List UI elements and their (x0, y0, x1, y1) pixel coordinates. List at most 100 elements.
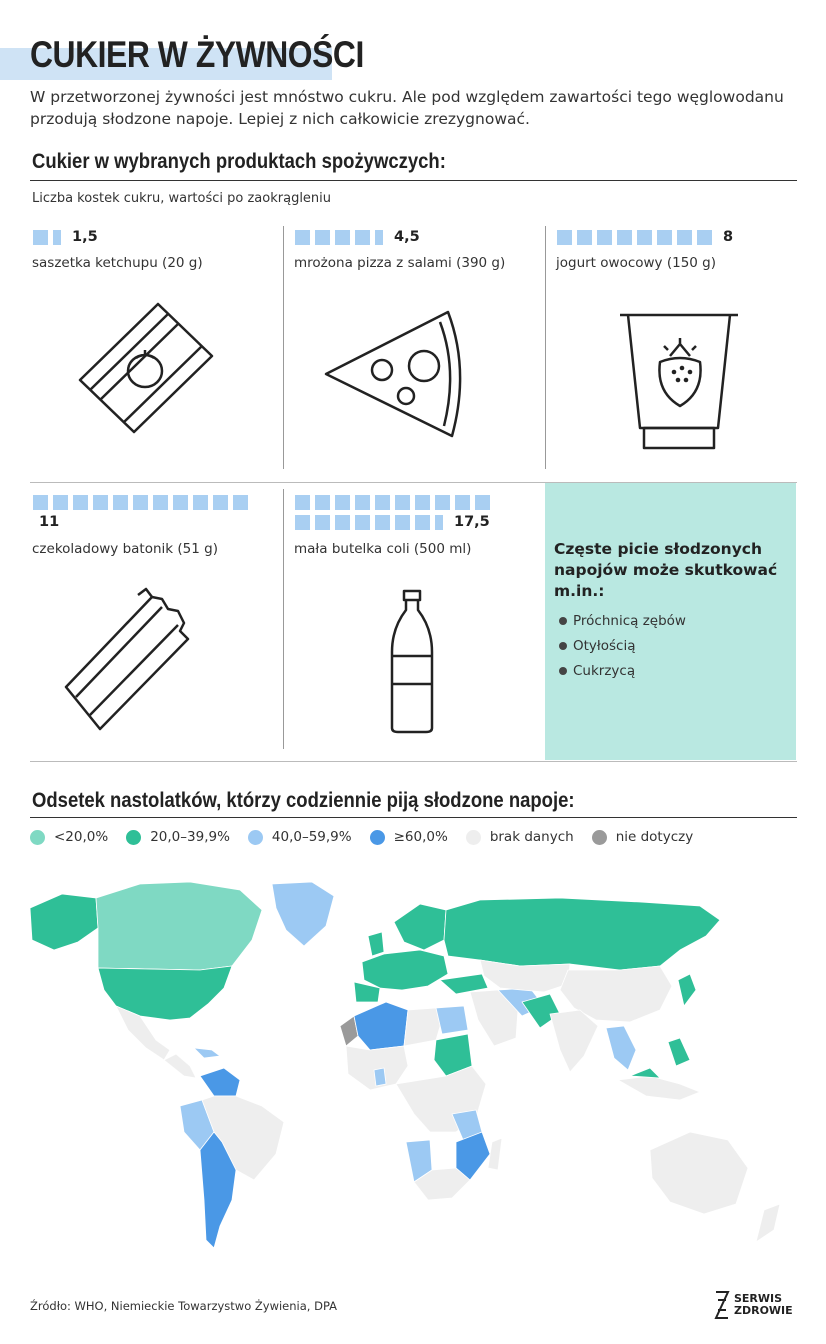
region-new-zealand (755, 1203, 781, 1243)
region-india (549, 1009, 599, 1073)
legend-swatch (126, 829, 142, 845)
products-section-title: Cukier w wybranych produktach spożywczyc… (32, 150, 446, 173)
region-philippines (667, 1037, 691, 1067)
sugar-cube-icon (395, 495, 410, 510)
sugar-cube-icon (315, 495, 330, 510)
region-central-america (163, 1053, 197, 1079)
sugar-cubes-yogurt: 8 (557, 229, 733, 245)
sugar-cube-icon (113, 495, 128, 510)
sugar-cube-icon (295, 495, 310, 510)
region-madagascar (487, 1137, 503, 1171)
region-north-africa (403, 1007, 443, 1047)
health-effects-title: Częste picie słodzonych napojów może sku… (554, 540, 778, 600)
sugar-cube-icon (435, 495, 450, 510)
title-highlight (0, 48, 332, 80)
sugar-cube-icon (315, 229, 330, 245)
half-sugar-cube-icon (435, 514, 443, 530)
health-effects-box: Częste picie słodzonych napojów może sku… (545, 483, 796, 760)
sugar-cube-icon (53, 495, 68, 510)
sugar-cube-icon (395, 514, 410, 530)
region-malaysia (629, 1067, 661, 1079)
sugar-cube-icon (375, 514, 390, 530)
sugar-cube-icon (33, 495, 48, 510)
products-section-rule (30, 180, 797, 181)
sugar-cube-icon (355, 514, 370, 530)
page-title: CUKIER W ŻYWNOŚCI (30, 34, 364, 75)
grid-divider (283, 489, 284, 749)
pizza-slice-icon (324, 310, 462, 438)
products-section-subtitle: Liczba kostek cukru, wartości po zaokrąg… (32, 191, 332, 206)
sugar-cube-icon (233, 495, 248, 510)
sugar-cube-icon (73, 495, 88, 510)
sugar-cube-icon (617, 229, 632, 245)
region-china (559, 965, 673, 1023)
sugar-cube-icon (637, 229, 652, 245)
list-item: Cukrzycą (559, 658, 686, 683)
world-map (29, 881, 781, 1249)
sugar-cube-icon (697, 229, 712, 245)
bullet-icon (559, 641, 567, 650)
sugar-cube-icon (93, 495, 108, 510)
region-southeast-asia (605, 1025, 637, 1071)
sugar-cube-icon (335, 229, 350, 245)
region-brazil (201, 1095, 285, 1181)
serwis-zdrowie-logo: SERWIS ZDROWIE (714, 1290, 793, 1320)
sugar-cube-icon (133, 495, 148, 510)
sugar-value: 17,5 (454, 514, 490, 530)
grid-divider (545, 226, 546, 469)
map-section-rule (30, 817, 797, 818)
cola-bottle-icon (390, 589, 434, 734)
source-note: Źródło: WHO, Niemieckie Towarzystwo Żywi… (30, 1299, 338, 1313)
sugar-cube-icon (677, 229, 692, 245)
half-sugar-cube-icon (375, 229, 383, 245)
legend-swatch (369, 829, 385, 845)
sugar-cube-icon (415, 495, 430, 510)
sugar-cubes-ketchup: 1,5 (33, 229, 98, 245)
region-japan-korea (677, 973, 697, 1007)
region-venezuela (199, 1067, 241, 1097)
sugar-cube-icon (657, 229, 672, 245)
product-label-pizza: mrożona pizza z salami (390 g) (294, 255, 506, 271)
sugar-cubes-pizza: 4,5 (295, 229, 420, 245)
legend-swatch (591, 829, 607, 845)
health-effects-list: Próchnicą zębów Otyłością Cukrzycą (559, 608, 686, 683)
dna-icon (714, 1291, 730, 1319)
sugar-value: 1,5 (72, 229, 98, 245)
chocolate-bar-icon (64, 587, 190, 731)
legend-item: 40,0–59,9% (247, 829, 352, 845)
half-sugar-cube-icon (53, 229, 61, 245)
region-indonesia (617, 1075, 701, 1101)
grid-bottom-divider (30, 761, 797, 762)
sugar-cubes-chocolate: 11 (33, 495, 248, 530)
region-west-europe (361, 949, 449, 991)
region-south-africa (413, 1167, 471, 1201)
legend-item: 20,0–39,9% (126, 829, 230, 845)
sugar-cube-icon (213, 495, 228, 510)
region-scandinavia (393, 903, 447, 951)
region-caribbean (193, 1047, 221, 1059)
ketchup-sachet-icon (78, 302, 214, 434)
sugar-cubes-cola: 17,5 (295, 495, 500, 530)
region-algeria (353, 1001, 409, 1051)
region-mozambique (455, 1131, 491, 1181)
product-label-ketchup: saszetka ketchupu (20 g) (32, 255, 203, 271)
grid-divider (283, 226, 284, 469)
yogurt-cup-icon (620, 313, 738, 450)
sugar-cube-icon (315, 514, 330, 530)
legend-swatch (247, 829, 263, 845)
sugar-cube-icon (33, 229, 48, 245)
sugar-cube-icon (295, 229, 310, 245)
map-legend: <20,0% 20,0–39,9% 40,0–59,9% ≥60,0% brak… (30, 829, 711, 845)
sugar-cube-icon (335, 514, 350, 530)
sugar-cube-icon (455, 495, 470, 510)
sugar-value: 8 (723, 229, 734, 245)
lead-paragraph: W przetworzonej żywności jest mnóstwo cu… (30, 88, 784, 128)
region-argentina-chile (199, 1131, 237, 1249)
legend-item: nie dotyczy (591, 829, 693, 845)
legend-swatch (30, 829, 45, 845)
region-uk (367, 931, 385, 957)
sugar-cube-icon (375, 495, 390, 510)
legend-item: <20,0% (30, 829, 108, 845)
list-item: Otyłością (559, 633, 686, 658)
region-canada (95, 881, 263, 971)
